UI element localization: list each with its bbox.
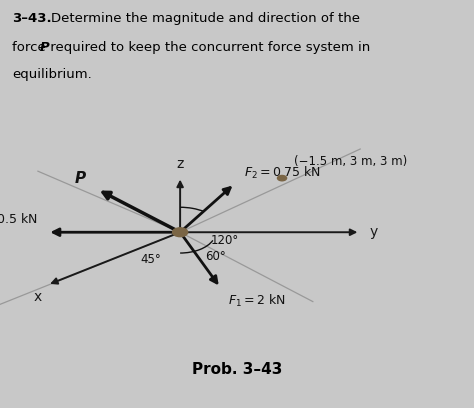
Text: Determine the magnitude and direction of the: Determine the magnitude and direction of… [51, 12, 360, 25]
Text: P: P [39, 41, 49, 54]
Text: force: force [12, 41, 50, 54]
Text: 60°: 60° [205, 250, 226, 263]
Text: required to keep the concurrent force system in: required to keep the concurrent force sy… [46, 41, 371, 54]
Text: Prob. 3–43: Prob. 3–43 [192, 361, 282, 377]
Text: z: z [176, 157, 184, 171]
Text: 120°: 120° [211, 234, 239, 246]
Text: $F_1 = 2$ kN: $F_1 = 2$ kN [228, 293, 285, 309]
Text: (−1.5 m, 3 m, 3 m): (−1.5 m, 3 m, 3 m) [294, 155, 407, 169]
Circle shape [277, 175, 287, 181]
Text: P: P [74, 171, 85, 186]
Text: equilibrium.: equilibrium. [12, 68, 91, 81]
Text: 3–43.: 3–43. [12, 12, 52, 25]
Text: 45°: 45° [140, 253, 161, 266]
Text: $F_2 = 0.75$ kN: $F_2 = 0.75$ kN [244, 165, 321, 181]
Text: $F_3 = 0.5$ kN: $F_3 = 0.5$ kN [0, 212, 38, 228]
Text: x: x [34, 290, 42, 304]
Circle shape [173, 228, 188, 237]
Text: y: y [370, 225, 378, 239]
